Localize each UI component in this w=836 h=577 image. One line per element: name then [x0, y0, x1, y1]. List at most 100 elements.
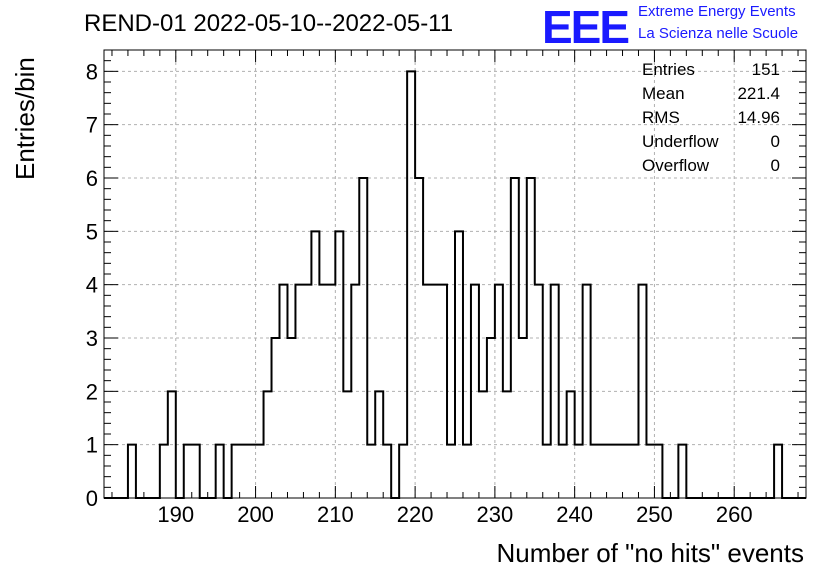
histogram-bin: [383, 445, 391, 498]
x-tick-label: 220: [397, 502, 434, 527]
stats-row-entries: Entries 151: [642, 60, 780, 84]
x-axis-label: Number of "no hits" events: [496, 538, 805, 568]
histogram-bin: [519, 338, 527, 498]
histogram-bin: [160, 445, 168, 498]
chart-title: REND-01 2022-05-10--2022-05-11: [84, 10, 454, 37]
histogram-bin: [431, 285, 439, 498]
histogram-bin: [335, 231, 343, 498]
stats-row-overflow: Overflow 0: [642, 156, 780, 180]
stats-label: Entries: [642, 60, 695, 79]
histogram-bin: [216, 445, 224, 498]
y-tick-label: 4: [86, 273, 98, 298]
histogram-bin: [375, 391, 383, 498]
histogram-bin: [184, 445, 192, 498]
histogram-bin: [654, 445, 662, 498]
histogram-bin: [423, 285, 431, 498]
histogram-bin: [399, 445, 407, 498]
stats-value: 0: [770, 132, 780, 151]
histogram-bin: [495, 285, 503, 498]
histogram-bin: [774, 445, 782, 498]
histogram-bin: [607, 445, 615, 498]
histogram-bin: [623, 445, 631, 498]
histogram-bin: [407, 71, 415, 498]
histogram-bin: [280, 285, 288, 498]
histogram-bin: [511, 178, 519, 498]
histogram-bin: [487, 338, 495, 498]
histogram-bin: [527, 178, 535, 498]
stats-value: 14.96: [737, 108, 780, 127]
x-tick-label: 210: [317, 502, 354, 527]
stats-value: 221.4: [737, 84, 780, 103]
histogram-bin: [272, 338, 280, 498]
histogram-bin: [351, 285, 359, 498]
y-tick-label: 3: [86, 326, 98, 351]
histogram-bin: [631, 445, 639, 498]
histogram-bin: [551, 285, 559, 498]
stats-row-underflow: Underflow 0: [642, 132, 780, 156]
histogram-bin: [591, 445, 599, 498]
histogram-bin: [248, 445, 256, 498]
y-tick-label: 8: [86, 59, 98, 84]
stats-label: Overflow: [642, 156, 710, 175]
histogram-bin: [287, 338, 295, 498]
histogram-bin: [447, 445, 455, 498]
histogram-bin: [559, 445, 567, 498]
histogram-bin: [463, 445, 471, 498]
x-tick-label: 240: [556, 502, 593, 527]
logo-line-1: Extreme Energy Events: [638, 3, 796, 20]
y-tick-label: 0: [86, 486, 98, 511]
histogram-bin: [264, 391, 272, 498]
stats-label: Mean: [642, 84, 685, 103]
x-tick-label: 200: [237, 502, 274, 527]
histogram-bin: [638, 285, 646, 498]
histogram-bin: [599, 445, 607, 498]
histogram-bin: [303, 285, 311, 498]
y-tick-label: 1: [86, 433, 98, 458]
histogram-bin: [503, 391, 511, 498]
histogram-bin: [232, 445, 240, 498]
stats-row-rms: RMS 14.96: [642, 108, 780, 132]
histogram-bin: [415, 178, 423, 498]
y-tick-label: 2: [86, 379, 98, 404]
x-tick-label: 230: [477, 502, 514, 527]
histogram-bin: [256, 445, 264, 498]
histogram-bin: [359, 178, 367, 498]
histogram-bin: [367, 445, 375, 498]
histogram-bin: [471, 285, 479, 498]
histogram-bin: [192, 445, 200, 498]
stats-row-mean: Mean 221.4: [642, 84, 780, 108]
histogram-bin: [543, 445, 551, 498]
stats-label: Underflow: [642, 132, 719, 151]
histogram-series: [104, 70, 806, 499]
histogram-bin: [327, 285, 335, 498]
y-tick-label: 6: [86, 166, 98, 191]
stats-value: 151: [751, 60, 780, 79]
stats-box: Entries 151 Mean 221.4 RMS 14.96 Underfl…: [642, 60, 780, 180]
x-tick-label: 250: [636, 502, 673, 527]
histogram-bin: [535, 285, 543, 498]
stats-label: RMS: [642, 108, 680, 127]
logo-line-2: La Scienza nelle Scuole: [638, 25, 799, 42]
histogram-bin: [343, 391, 351, 498]
eee-logo-mark: EEE: [542, 1, 630, 53]
y-tick-label: 7: [86, 113, 98, 138]
histogram-bin: [615, 445, 623, 498]
y-tick-label: 5: [86, 219, 98, 244]
histogram-bin: [567, 391, 575, 498]
histogram-bin: [583, 285, 591, 498]
histogram-bin: [240, 445, 248, 498]
histogram-bin: [455, 231, 463, 498]
histogram-bin: [311, 231, 319, 498]
x-tick-label: 190: [157, 502, 194, 527]
histogram-bin: [168, 391, 176, 498]
histogram-bin: [128, 445, 136, 498]
histogram-bin: [295, 285, 303, 498]
histogram-bin: [319, 285, 327, 498]
histogram-bin: [479, 391, 487, 498]
histogram-bin: [646, 445, 654, 498]
stats-value: 0: [770, 156, 780, 175]
histogram-bin: [678, 445, 686, 498]
y-axis-label: Entries/bin: [10, 57, 40, 180]
